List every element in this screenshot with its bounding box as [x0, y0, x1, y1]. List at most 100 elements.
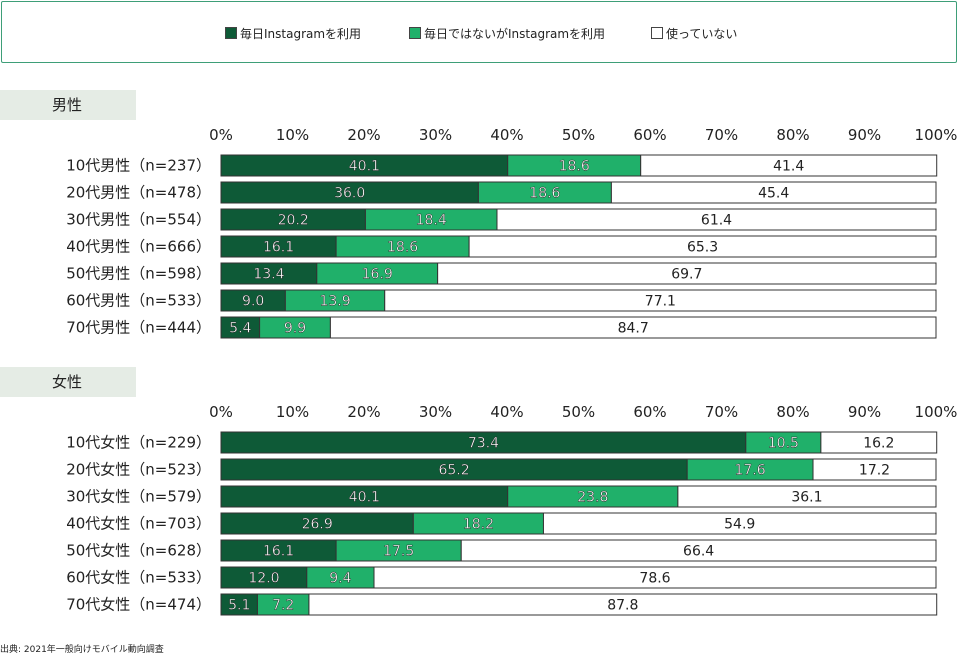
female-bar-segment — [542, 512, 937, 535]
male-category-label: 50代男性（n=598） — [66, 265, 211, 283]
female-data-label: 26.9 — [302, 517, 333, 533]
legend-swatch-not-used — [651, 27, 663, 39]
female-data-label: 65.2 — [439, 463, 470, 479]
male-bar-segment — [437, 262, 937, 285]
male-x-tick-label: 60% — [633, 126, 666, 144]
female-data-label: 7.2 — [272, 598, 294, 614]
male-category-label: 60代男性（n=533） — [66, 292, 211, 310]
male-data-label: 13.4 — [253, 267, 284, 283]
male-data-label: 69.7 — [671, 267, 702, 283]
female-data-label: 23.8 — [577, 490, 608, 506]
female-category-label: 20代女性（n=523） — [66, 461, 211, 479]
female-data-label: 9.4 — [329, 571, 351, 587]
female-data-label: 18.2 — [463, 517, 494, 533]
male-bar-segment — [468, 235, 937, 258]
male-data-label: 18.6 — [387, 240, 418, 256]
chart-female: 0% 10% 20% 30% 40% 50% 60% 70% 80% 90% 100% 10代女性（n… — [66, 403, 958, 616]
female-x-tick-label: 50% — [562, 403, 595, 421]
male-category-label: 20代男性（n=478） — [66, 184, 211, 202]
female-data-label: 5.1 — [228, 598, 250, 614]
legend-label-not-used: 使っていない — [666, 26, 738, 41]
legend: 毎日Instagramを利用 毎日ではないがInstagramを利用 使っていな… — [1, 1, 957, 63]
male-data-label: 20.2 — [278, 213, 309, 229]
female-data-label: 66.4 — [683, 544, 714, 560]
male-bar-segment — [610, 181, 937, 204]
female-bar-segment — [308, 593, 938, 616]
legend-swatch-daily — [225, 27, 237, 39]
female-data-label: 40.1 — [349, 490, 380, 506]
female-data-label: 73.4 — [468, 436, 499, 452]
male-x-tick-label: 100% — [915, 126, 958, 144]
male-bar-segment — [384, 289, 937, 312]
male-x-tick-label: 90% — [848, 126, 881, 144]
male-bar-segment — [640, 154, 938, 177]
male-data-label: 16.1 — [263, 240, 294, 256]
legend-item-not-used: 使っていない — [651, 25, 737, 41]
female-bar-segment — [460, 539, 937, 562]
female-data-label: 87.8 — [607, 598, 638, 614]
female-x-tick-label: 20% — [347, 403, 380, 421]
female-data-label: 17.5 — [383, 544, 414, 560]
section-header-male: 男性 — [0, 90, 136, 120]
male-x-tick-label: 40% — [490, 126, 523, 144]
male-category-label: 40代男性（n=666） — [66, 238, 211, 256]
legend-label-not-daily: 毎日ではないがInstagramを利用 — [424, 26, 606, 41]
female-data-label: 16.2 — [863, 436, 894, 452]
male-data-label: 84.7 — [618, 321, 649, 337]
female-bar-segment — [677, 485, 937, 508]
male-data-label: 5.4 — [229, 321, 251, 337]
legend-item-not-daily: 毎日ではないがInstagramを利用 — [409, 25, 605, 41]
female-category-label: 50代女性（n=628） — [66, 542, 211, 560]
male-x-tick-label: 20% — [347, 126, 380, 144]
female-category-label: 10代女性（n=229） — [66, 434, 211, 452]
male-data-label: 65.3 — [687, 240, 718, 256]
male-bar-segment — [329, 316, 937, 339]
male-bar-segment — [496, 208, 937, 231]
male-data-label: 45.4 — [758, 186, 789, 202]
male-x-tick-label: 0% — [209, 126, 233, 144]
male-data-label: 9.9 — [284, 321, 306, 337]
male-x-tick-label: 80% — [776, 126, 809, 144]
female-category-label: 40代女性（n=703） — [66, 515, 211, 533]
female-bar-segment — [373, 566, 937, 589]
chart-male: 0% 10% 20% 30% 40% 50% 60% 70% 80% 90% 100% 10代男性（n… — [66, 126, 958, 339]
male-x-tick-label: 10% — [276, 126, 309, 144]
female-x-tick-label: 0% — [209, 403, 233, 421]
legend-swatch-not-daily — [409, 27, 421, 39]
male-category-label: 10代男性（n=237） — [66, 157, 211, 175]
female-category-label: 60代女性（n=533） — [66, 569, 211, 587]
female-data-label: 78.6 — [639, 571, 670, 587]
male-data-label: 18.6 — [529, 186, 560, 202]
female-x-tick-label: 70% — [705, 403, 738, 421]
female-category-label: 30代女性（n=579） — [66, 488, 211, 506]
female-data-label: 17.6 — [735, 463, 766, 479]
male-data-label: 18.6 — [559, 159, 590, 175]
male-data-label: 77.1 — [645, 294, 676, 310]
female-x-tick-label: 100% — [915, 403, 958, 421]
female-x-tick-label: 80% — [776, 403, 809, 421]
female-data-label: 54.9 — [724, 517, 755, 533]
female-data-label: 17.2 — [859, 463, 890, 479]
female-data-label: 36.1 — [791, 490, 822, 506]
female-x-tick-label: 30% — [419, 403, 452, 421]
male-data-label: 41.4 — [773, 159, 804, 175]
legend-label-daily: 毎日Instagramを利用 — [240, 26, 362, 41]
male-data-label: 36.0 — [334, 186, 365, 202]
female-x-tick-label: 60% — [633, 403, 666, 421]
source-note: 出典: 2021年一般向けモバイル動向調査 — [0, 645, 164, 655]
legend-item-daily: 毎日Instagramを利用 — [225, 25, 361, 41]
female-data-label: 12.0 — [248, 571, 279, 587]
female-x-tick-label: 90% — [848, 403, 881, 421]
male-data-label: 40.1 — [349, 159, 380, 175]
male-category-label: 30代男性（n=554） — [66, 211, 211, 229]
male-x-tick-label: 30% — [419, 126, 452, 144]
female-bar-segment — [820, 431, 938, 454]
section-header-female: 女性 — [0, 367, 136, 397]
female-x-tick-label: 10% — [276, 403, 309, 421]
male-data-label: 18.4 — [416, 213, 447, 229]
male-x-tick-label: 70% — [705, 126, 738, 144]
female-category-label: 70代女性（n=474） — [66, 596, 211, 614]
male-category-label: 70代男性（n=444） — [66, 319, 211, 337]
male-data-label: 13.9 — [319, 294, 350, 310]
male-x-tick-label: 50% — [562, 126, 595, 144]
